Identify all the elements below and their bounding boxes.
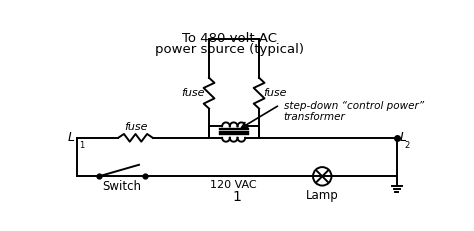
Text: L: L bbox=[399, 131, 406, 144]
Text: 1: 1 bbox=[233, 190, 242, 204]
Text: 2: 2 bbox=[405, 141, 410, 150]
Text: 1: 1 bbox=[79, 141, 84, 150]
Text: To 480 volt AC: To 480 volt AC bbox=[182, 32, 277, 45]
Text: fuse: fuse bbox=[124, 122, 147, 132]
Text: Switch: Switch bbox=[102, 180, 142, 193]
Text: power source (typical): power source (typical) bbox=[155, 43, 304, 56]
Text: Lamp: Lamp bbox=[306, 189, 338, 202]
Text: step-down “control power”
transformer: step-down “control power” transformer bbox=[284, 101, 424, 122]
Text: L: L bbox=[68, 131, 75, 144]
Text: fuse: fuse bbox=[181, 88, 204, 98]
Text: fuse: fuse bbox=[264, 88, 287, 98]
Text: 120 VAC: 120 VAC bbox=[210, 180, 257, 190]
